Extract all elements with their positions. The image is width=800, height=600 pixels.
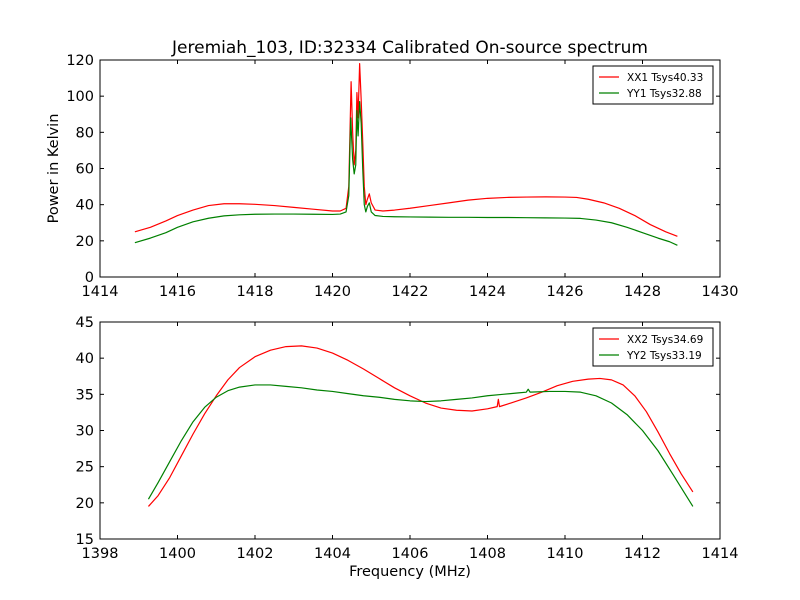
y-tick-label: 20 (76, 234, 94, 250)
y-tick-label: 30 (76, 424, 94, 440)
x-tick-label: 1408 (469, 546, 506, 562)
x-tick-label: 1412 (624, 546, 661, 562)
y-tick-label: 0 (85, 270, 94, 286)
series-line-yy (147, 384, 694, 507)
x-tick-label: 1418 (237, 284, 274, 300)
series-line-xx (134, 63, 678, 237)
legend-box (592, 327, 714, 367)
y-tick-label: 120 (66, 53, 94, 69)
x-tick-label: 1416 (159, 284, 196, 300)
x-tick-label: 1410 (547, 546, 584, 562)
y-tick-label: 15 (76, 532, 94, 548)
x-tick-label: 1400 (159, 546, 196, 562)
y-tick-label: 100 (66, 89, 94, 105)
bottom-panel: 1398 1400 1402 1404 1406 1408 1410 1412 1414 15 20… (76, 315, 739, 580)
plot-lines (134, 63, 678, 246)
y-tick-label: 80 (76, 125, 94, 141)
x-tick-label: 1428 (624, 284, 661, 300)
legend-label: YY2 Tsys33.19 (626, 350, 702, 362)
y-tick-label: 40 (76, 351, 94, 367)
legend: XX2 Tsys34.69 YY2 Tsys33.19 (592, 327, 714, 367)
legend-label: YY1 Tsys32.88 (626, 88, 702, 100)
x-axis-label: Frequency (MHz) (349, 564, 471, 580)
top-panel: 1414 1416 1418 1420 1422 1424 1426 1428 1430 0 20 4… (46, 53, 738, 300)
x-tick-label: 1404 (314, 546, 351, 562)
legend-label: XX1 Tsys40.33 (627, 72, 703, 84)
legend: XX1 Tsys40.33 YY1 Tsys32.88 (592, 65, 714, 105)
x-tick-label: 1420 (314, 284, 351, 300)
y-tick-label: 45 (76, 315, 94, 331)
x-tick-label: 1422 (392, 284, 429, 300)
y-tick-label: 25 (76, 460, 94, 476)
x-tick-label: 1414 (702, 546, 739, 562)
legend-box (592, 65, 714, 105)
chart-title: Jeremiah_103, ID:32334 Calibrated On-sou… (171, 38, 648, 58)
legend-label: XX2 Tsys34.69 (627, 334, 703, 346)
y-tick-label: 20 (76, 496, 94, 512)
plot-lines (147, 345, 694, 507)
series-line-xx (147, 345, 694, 507)
x-tick-label: 1402 (237, 546, 274, 562)
y-axis-label: Power in Kelvin (46, 114, 62, 224)
x-tick-label: 1414 (82, 284, 119, 300)
y-tick-label: 60 (76, 162, 94, 178)
x-tick-label: 1424 (469, 284, 506, 300)
x-tick-label: 1426 (547, 284, 584, 300)
x-tick-label: 1430 (702, 284, 739, 300)
x-tick-label: 1398 (82, 546, 119, 562)
y-tick-label: 35 (76, 387, 94, 403)
series-line-yy (134, 100, 678, 246)
y-tick-label: 40 (76, 198, 94, 214)
x-tick-label: 1406 (392, 546, 429, 562)
